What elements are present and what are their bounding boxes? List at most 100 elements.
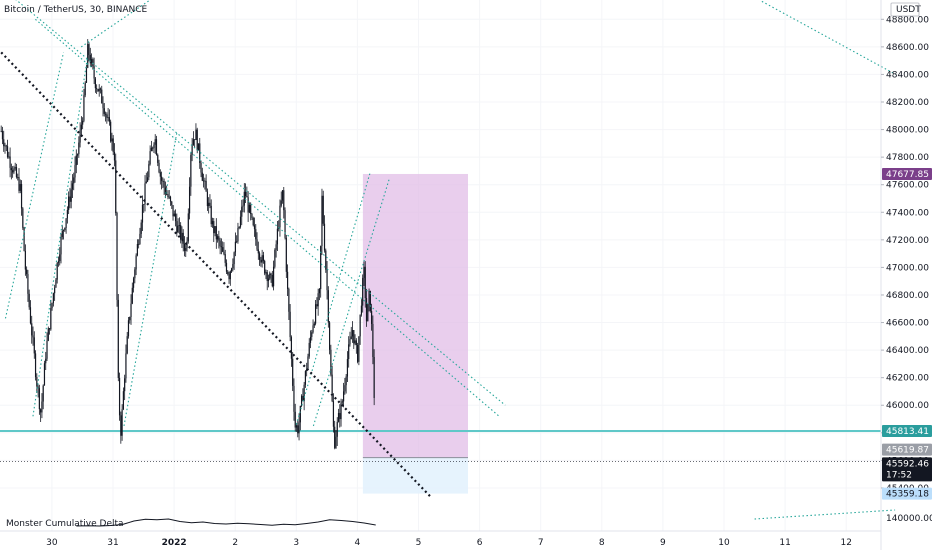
candle-body <box>294 411 296 428</box>
candle-body <box>85 67 88 83</box>
candle-body <box>15 167 18 178</box>
candle-body <box>29 307 32 324</box>
price-tag-label: 45359.18 <box>886 490 929 500</box>
candle-body <box>168 196 170 198</box>
candle-body <box>19 184 21 191</box>
x-tick-label: 7 <box>538 538 544 548</box>
candle-body <box>204 180 206 182</box>
y-tick-label: 48400.00 <box>886 70 929 80</box>
candle-body <box>143 204 145 205</box>
candle-body <box>335 436 337 448</box>
candle-body <box>372 323 374 357</box>
currency-label-frame[interactable] <box>890 2 920 17</box>
candle-body <box>130 303 132 318</box>
indicator-line <box>76 518 376 527</box>
candle-body <box>228 274 230 280</box>
y-tick-label: 46600.00 <box>886 319 929 329</box>
candle-body <box>1 131 4 140</box>
long-position-zones[interactable] <box>362 173 468 494</box>
candle-body <box>65 218 67 229</box>
y-tick-label: 46000.00 <box>886 401 929 411</box>
uptrend-line[interactable] <box>312 179 390 427</box>
x-tick-label: 12 <box>840 538 851 548</box>
candle-body <box>94 78 96 89</box>
candle-body <box>42 385 44 402</box>
candle-body <box>232 264 234 269</box>
candle-body <box>246 196 248 198</box>
candle-body <box>288 288 290 312</box>
candle-body <box>89 54 91 64</box>
candle-body <box>368 290 370 305</box>
candle-body <box>358 336 360 362</box>
uptrend-line[interactable] <box>295 172 371 425</box>
candle-body <box>353 330 355 344</box>
candle-body <box>111 138 113 142</box>
candle-body <box>349 339 351 345</box>
candle-body <box>256 239 258 250</box>
horizontal-levels[interactable] <box>0 429 881 462</box>
x-tick-label: 9 <box>660 538 666 548</box>
y-tick-label: 48200.00 <box>886 98 929 108</box>
uptrend-line[interactable] <box>123 130 178 427</box>
candle-body <box>303 384 305 402</box>
candle-body <box>149 151 151 165</box>
uptrend-line[interactable] <box>32 57 88 417</box>
candle-body <box>192 139 194 145</box>
stop-zone[interactable] <box>362 457 468 494</box>
candle-body <box>36 377 38 387</box>
y-tick-label: 47400.00 <box>886 208 929 218</box>
candle-body <box>195 129 197 140</box>
target-zone[interactable] <box>362 173 468 458</box>
candle-body <box>99 88 102 90</box>
candle-body <box>12 170 14 173</box>
candle-body <box>73 177 75 184</box>
candle-body <box>97 89 99 92</box>
uptrend-line[interactable] <box>80 0 150 48</box>
y-tick-label: 47200.00 <box>886 236 929 246</box>
candle-body <box>223 251 225 255</box>
candle-body <box>373 356 375 398</box>
y-tick-label: 48600.00 <box>886 43 929 53</box>
candle-body <box>371 311 373 324</box>
candle-body <box>354 340 356 344</box>
candle-body <box>37 386 39 389</box>
candle-body <box>334 426 336 448</box>
candle-body <box>298 422 300 434</box>
y-tick-label: 46400.00 <box>886 346 929 356</box>
candle-body <box>260 259 262 263</box>
candle-body <box>283 190 285 211</box>
y-tick-label: 48800.00 <box>886 15 929 25</box>
candle-body <box>187 213 189 242</box>
candle-body <box>3 139 5 147</box>
candle-body <box>239 216 242 227</box>
y-tick-label: 48000.00 <box>886 126 929 136</box>
candle-body <box>275 244 277 250</box>
candle-body <box>215 226 217 240</box>
candle-body <box>244 191 247 197</box>
candle-body <box>127 320 130 337</box>
uptrend-line[interactable] <box>4 52 65 319</box>
trendlines[interactable] <box>0 0 896 497</box>
candle-body <box>200 163 202 173</box>
price-axis[interactable]: 48800.00 48600.00 48400.00 48200.00 48000.00… <box>881 15 929 494</box>
downtrend-line[interactable] <box>35 18 500 417</box>
candle-body <box>66 209 68 219</box>
candle-body <box>328 322 331 350</box>
candle-body <box>162 180 164 182</box>
candle-body <box>166 193 168 195</box>
candle-body <box>47 328 49 341</box>
time-axis[interactable]: 30 31 2022 2 3 4 5 6 7 8 9 10 11 12 <box>46 538 852 548</box>
downtrend-line[interactable] <box>761 0 896 75</box>
candle-body <box>206 191 208 207</box>
candle-body <box>262 255 265 261</box>
candle-body <box>344 385 346 392</box>
candle-body <box>181 232 183 240</box>
candle-body <box>236 241 238 243</box>
candle-body <box>326 269 328 291</box>
candle-body <box>113 151 116 161</box>
candle-body <box>314 304 317 324</box>
candle-body <box>108 117 110 122</box>
downtrend-line[interactable] <box>3 0 506 406</box>
candle-body <box>122 391 124 410</box>
